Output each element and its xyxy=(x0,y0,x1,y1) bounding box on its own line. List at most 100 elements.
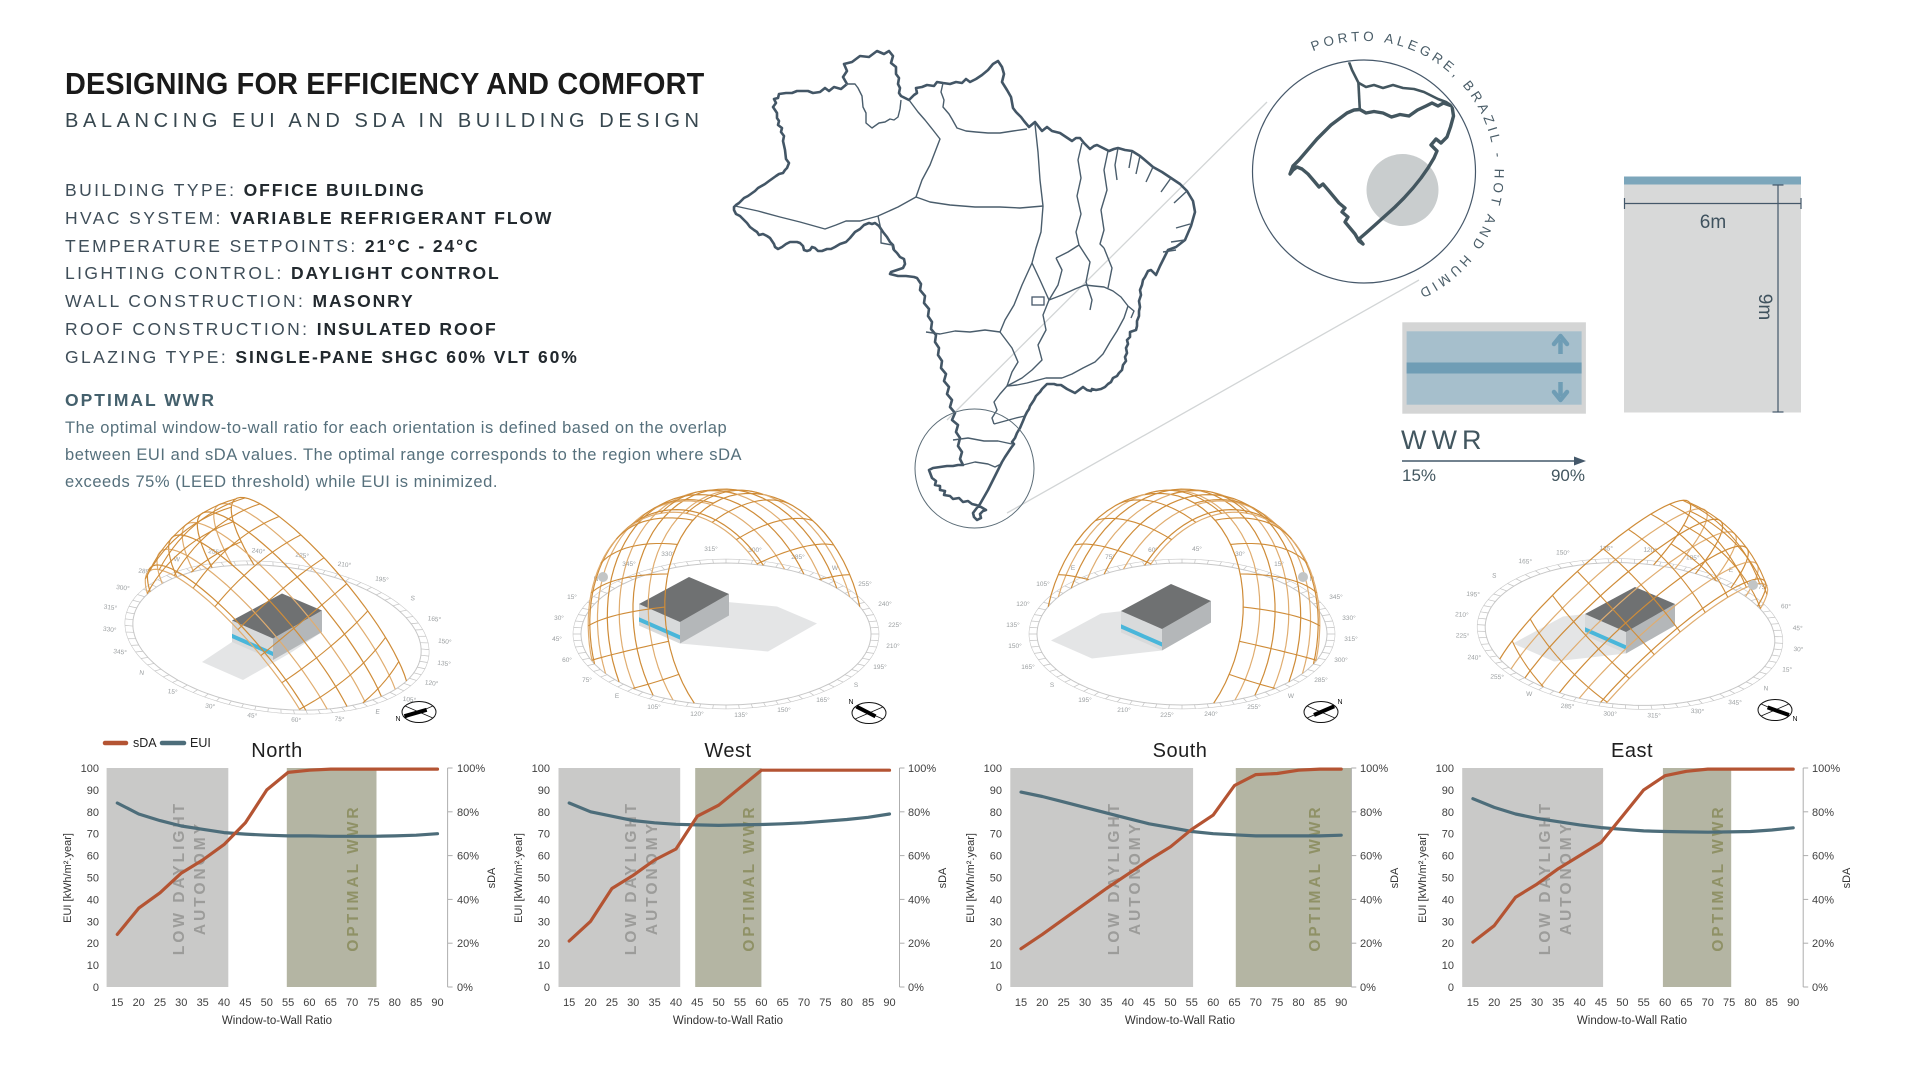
svg-text:150°: 150° xyxy=(1556,548,1570,557)
svg-text:0%: 0% xyxy=(1812,982,1828,994)
svg-text:105°: 105° xyxy=(647,703,661,711)
svg-text:North: North xyxy=(251,740,302,762)
svg-text:45: 45 xyxy=(1595,997,1607,1009)
svg-text:45°: 45° xyxy=(1793,624,1804,633)
svg-text:15: 15 xyxy=(563,997,575,1009)
svg-text:20: 20 xyxy=(133,997,145,1009)
svg-text:60°: 60° xyxy=(562,656,572,664)
svg-text:30: 30 xyxy=(1531,997,1543,1009)
svg-text:90: 90 xyxy=(1335,997,1347,1009)
svg-text:60%: 60% xyxy=(457,851,479,863)
svg-text:35: 35 xyxy=(1100,997,1112,1009)
svg-text:100: 100 xyxy=(81,763,99,775)
svg-text:50: 50 xyxy=(261,997,273,1009)
svg-text:6m: 6m xyxy=(1700,212,1726,233)
svg-text:80: 80 xyxy=(990,807,1002,819)
svg-text:240°: 240° xyxy=(1467,653,1481,662)
svg-text:70: 70 xyxy=(87,829,99,841)
svg-text:165°: 165° xyxy=(1021,663,1035,671)
svg-text:15°: 15° xyxy=(1274,560,1284,568)
svg-text:20%: 20% xyxy=(457,938,479,950)
svg-text:AUTONOMY: AUTONOMY xyxy=(1558,821,1575,935)
svg-text:sDA: sDA xyxy=(1389,867,1401,888)
svg-text:100: 100 xyxy=(1436,763,1454,775)
svg-text:255°: 255° xyxy=(858,580,872,588)
svg-text:80: 80 xyxy=(87,807,99,819)
svg-text:15%: 15% xyxy=(1402,466,1436,485)
svg-text:Window-to-Wall Ratio: Window-to-Wall Ratio xyxy=(1577,1015,1687,1027)
svg-text:105°: 105° xyxy=(1036,580,1050,588)
svg-text:135°: 135° xyxy=(437,659,452,669)
svg-text:70: 70 xyxy=(798,997,810,1009)
svg-text:40: 40 xyxy=(1574,997,1586,1009)
svg-text:150°: 150° xyxy=(777,706,791,714)
svg-text:40%: 40% xyxy=(1360,894,1382,906)
svg-text:OPTIMAL WWR: OPTIMAL WWR xyxy=(741,804,758,951)
svg-text:120°: 120° xyxy=(1643,546,1657,555)
svg-text:135°: 135° xyxy=(1599,544,1613,553)
svg-text:20%: 20% xyxy=(1812,938,1834,950)
svg-text:Window-to-Wall Ratio: Window-to-Wall Ratio xyxy=(222,1015,332,1027)
svg-text:60%: 60% xyxy=(908,851,930,863)
svg-text:sDA: sDA xyxy=(133,736,157,750)
svg-text:225°: 225° xyxy=(888,621,902,629)
svg-text:195°: 195° xyxy=(873,663,887,671)
svg-text:45°: 45° xyxy=(552,635,562,643)
svg-text:225°: 225° xyxy=(1160,711,1174,719)
svg-text:90: 90 xyxy=(87,785,99,797)
svg-text:225°: 225° xyxy=(295,551,310,561)
svg-text:45: 45 xyxy=(691,997,703,1009)
svg-text:165°: 165° xyxy=(427,614,442,624)
svg-text:50: 50 xyxy=(713,997,725,1009)
svg-text:AUTONOMY: AUTONOMY xyxy=(192,821,209,935)
svg-text:100: 100 xyxy=(532,763,550,775)
svg-text:40: 40 xyxy=(670,997,682,1009)
svg-text:Window-to-Wall Ratio: Window-to-Wall Ratio xyxy=(1125,1015,1235,1027)
svg-text:345°: 345° xyxy=(622,560,636,568)
svg-text:35: 35 xyxy=(1552,997,1564,1009)
svg-text:135°: 135° xyxy=(1006,621,1020,629)
svg-text:35: 35 xyxy=(648,997,660,1009)
svg-text:W: W xyxy=(832,565,839,572)
svg-text:60%: 60% xyxy=(1812,851,1834,863)
svg-text:W: W xyxy=(1288,693,1295,700)
svg-text:90: 90 xyxy=(883,997,895,1009)
svg-text:195°: 195° xyxy=(375,575,390,585)
svg-text:EUI [kWh/m².year]: EUI [kWh/m².year] xyxy=(965,833,977,923)
svg-text:300°: 300° xyxy=(116,583,131,593)
svg-text:70: 70 xyxy=(1702,997,1714,1009)
svg-text:75°: 75° xyxy=(1105,553,1115,561)
svg-text:80%: 80% xyxy=(1812,807,1834,819)
svg-text:100%: 100% xyxy=(1812,763,1840,775)
svg-text:S: S xyxy=(1492,572,1497,579)
svg-text:330°: 330° xyxy=(1690,707,1704,716)
svg-text:West: West xyxy=(704,740,751,762)
svg-text:65: 65 xyxy=(325,997,337,1009)
svg-text:25: 25 xyxy=(1058,997,1070,1009)
svg-text:15: 15 xyxy=(1015,997,1027,1009)
svg-text:S: S xyxy=(1050,682,1055,689)
svg-text:120°: 120° xyxy=(424,678,439,688)
svg-text:75°: 75° xyxy=(1758,583,1769,592)
svg-text:90: 90 xyxy=(538,785,550,797)
svg-text:30°: 30° xyxy=(205,702,216,711)
svg-text:150°: 150° xyxy=(1008,642,1022,650)
svg-text:70: 70 xyxy=(538,829,550,841)
svg-text:55: 55 xyxy=(282,997,294,1009)
svg-text:20: 20 xyxy=(1488,997,1500,1009)
svg-text:75°: 75° xyxy=(582,676,592,684)
svg-text:25: 25 xyxy=(606,997,618,1009)
svg-text:40: 40 xyxy=(990,894,1002,906)
svg-text:60: 60 xyxy=(1207,997,1219,1009)
svg-text:LOW DAYLIGHT: LOW DAYLIGHT xyxy=(1106,801,1123,955)
svg-text:75: 75 xyxy=(367,997,379,1009)
svg-text:20%: 20% xyxy=(908,938,930,950)
svg-text:35: 35 xyxy=(197,997,209,1009)
svg-text:300°: 300° xyxy=(1603,710,1617,719)
svg-text:0%: 0% xyxy=(1360,982,1376,994)
svg-text:sDA: sDA xyxy=(1841,867,1853,888)
svg-text:80: 80 xyxy=(1744,997,1756,1009)
svg-text:30°: 30° xyxy=(554,614,564,622)
svg-text:40%: 40% xyxy=(457,894,479,906)
svg-text:80: 80 xyxy=(538,807,550,819)
